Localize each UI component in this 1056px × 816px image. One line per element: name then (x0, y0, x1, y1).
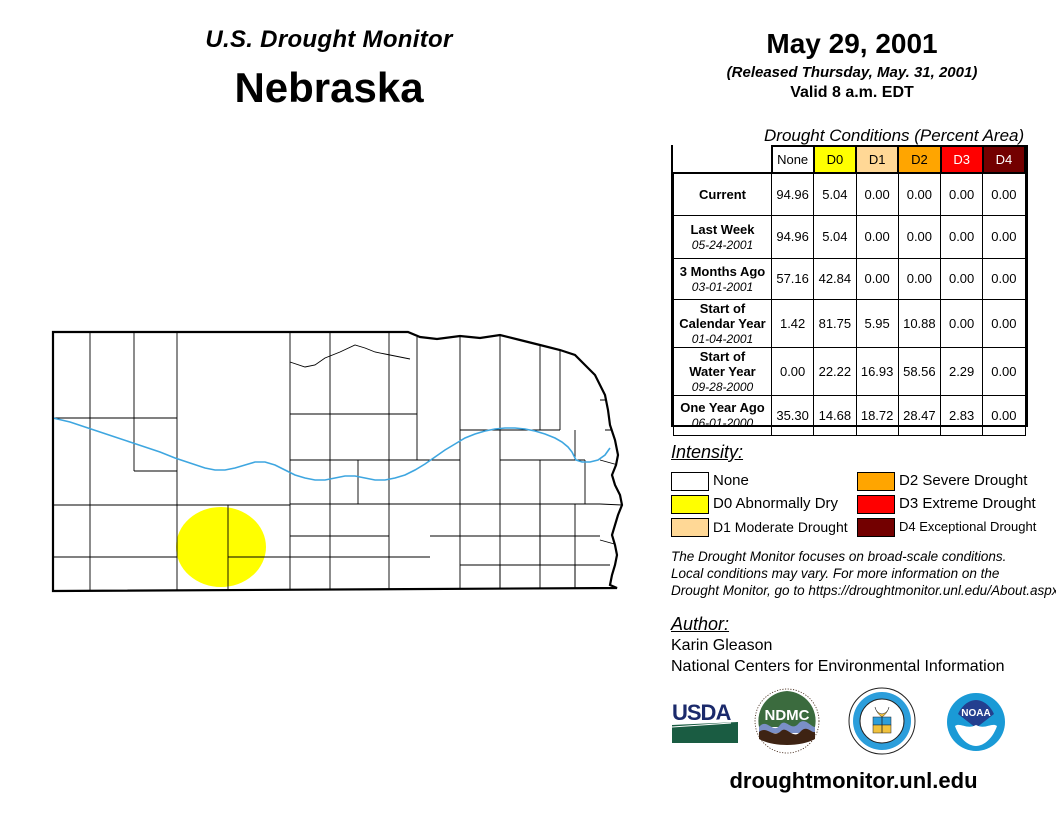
svg-text:NDMC: NDMC (765, 707, 810, 724)
svg-text:NOAA: NOAA (961, 708, 990, 719)
